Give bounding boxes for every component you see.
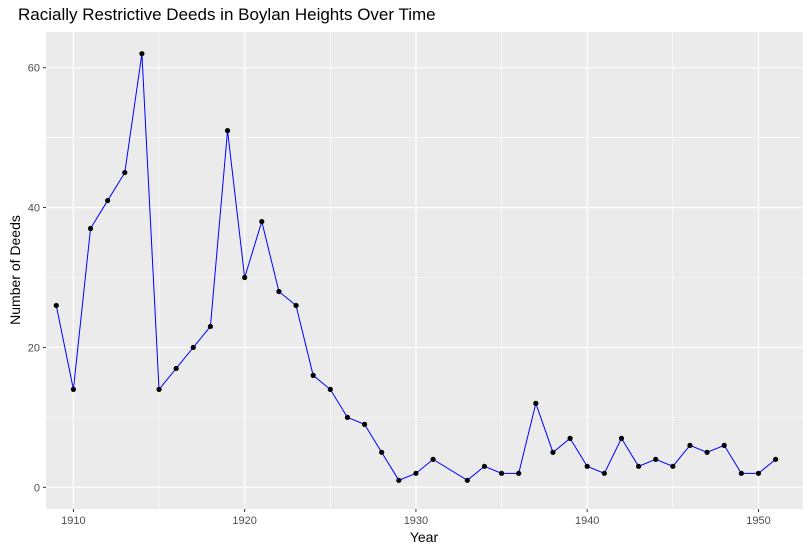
- data-point: [224, 128, 231, 134]
- x-tick-label: 1920: [232, 515, 256, 527]
- x-tick-label: 1930: [404, 515, 428, 527]
- data-point: [430, 456, 436, 462]
- data-point: [670, 463, 676, 469]
- data-point: [207, 323, 214, 330]
- data-point: [242, 274, 248, 281]
- data-point: [87, 225, 94, 232]
- data-point: [567, 435, 573, 441]
- data-point: [70, 386, 77, 393]
- data-point: [755, 470, 762, 476]
- data-point: [122, 169, 128, 176]
- x-tick-label: 1950: [746, 515, 770, 527]
- data-point: [293, 302, 299, 309]
- x-tick-label: 1910: [61, 515, 85, 527]
- data-point: [481, 463, 488, 469]
- data-point: [190, 344, 196, 351]
- series-line: [55, 53, 776, 481]
- data-point: [516, 470, 522, 476]
- y-axis-title: Number of Deeds: [7, 215, 23, 325]
- data-point: [704, 449, 710, 455]
- x-tick-label: 1940: [575, 515, 599, 527]
- series-line-group: [55, 53, 776, 481]
- data-point: [413, 470, 419, 476]
- data-point: [635, 463, 642, 469]
- data-point: [721, 442, 727, 448]
- series-points-group: [53, 51, 779, 483]
- y-tick-label: 0: [34, 482, 40, 494]
- x-axis: 1910 1920 1930 1940 1950: [61, 509, 771, 527]
- y-tick-label: 60: [28, 63, 40, 75]
- data-point: [259, 218, 265, 225]
- y-tick-label: 40: [28, 203, 40, 215]
- plot-panel: [46, 32, 803, 509]
- data-point: [379, 449, 385, 455]
- y-axis: 0 20 40 60: [28, 63, 46, 494]
- data-point: [464, 477, 470, 483]
- x-axis-title: Year: [410, 529, 439, 545]
- data-point: [105, 197, 111, 204]
- data-point: [310, 372, 316, 379]
- data-point: [396, 477, 402, 483]
- data-point: [344, 414, 351, 420]
- data-point: [327, 386, 333, 393]
- data-point: [498, 470, 505, 476]
- minor-gridlines: [46, 32, 803, 509]
- data-point: [139, 51, 145, 57]
- chart-title: Racially Restrictive Deeds in Boylan Hei…: [18, 5, 436, 24]
- data-point: [618, 435, 625, 441]
- data-point: [653, 456, 659, 462]
- data-point: [601, 470, 607, 476]
- data-point: [533, 400, 539, 406]
- data-point: [361, 421, 368, 427]
- data-point: [173, 365, 179, 372]
- data-point: [584, 463, 590, 469]
- data-point: [276, 288, 282, 295]
- data-point: [53, 302, 59, 309]
- y-tick-label: 20: [28, 342, 40, 354]
- data-point: [156, 386, 162, 393]
- data-point: [738, 470, 744, 476]
- major-gridlines: [46, 32, 803, 509]
- data-point: [550, 449, 556, 455]
- data-point: [687, 442, 693, 448]
- data-point: [772, 456, 779, 462]
